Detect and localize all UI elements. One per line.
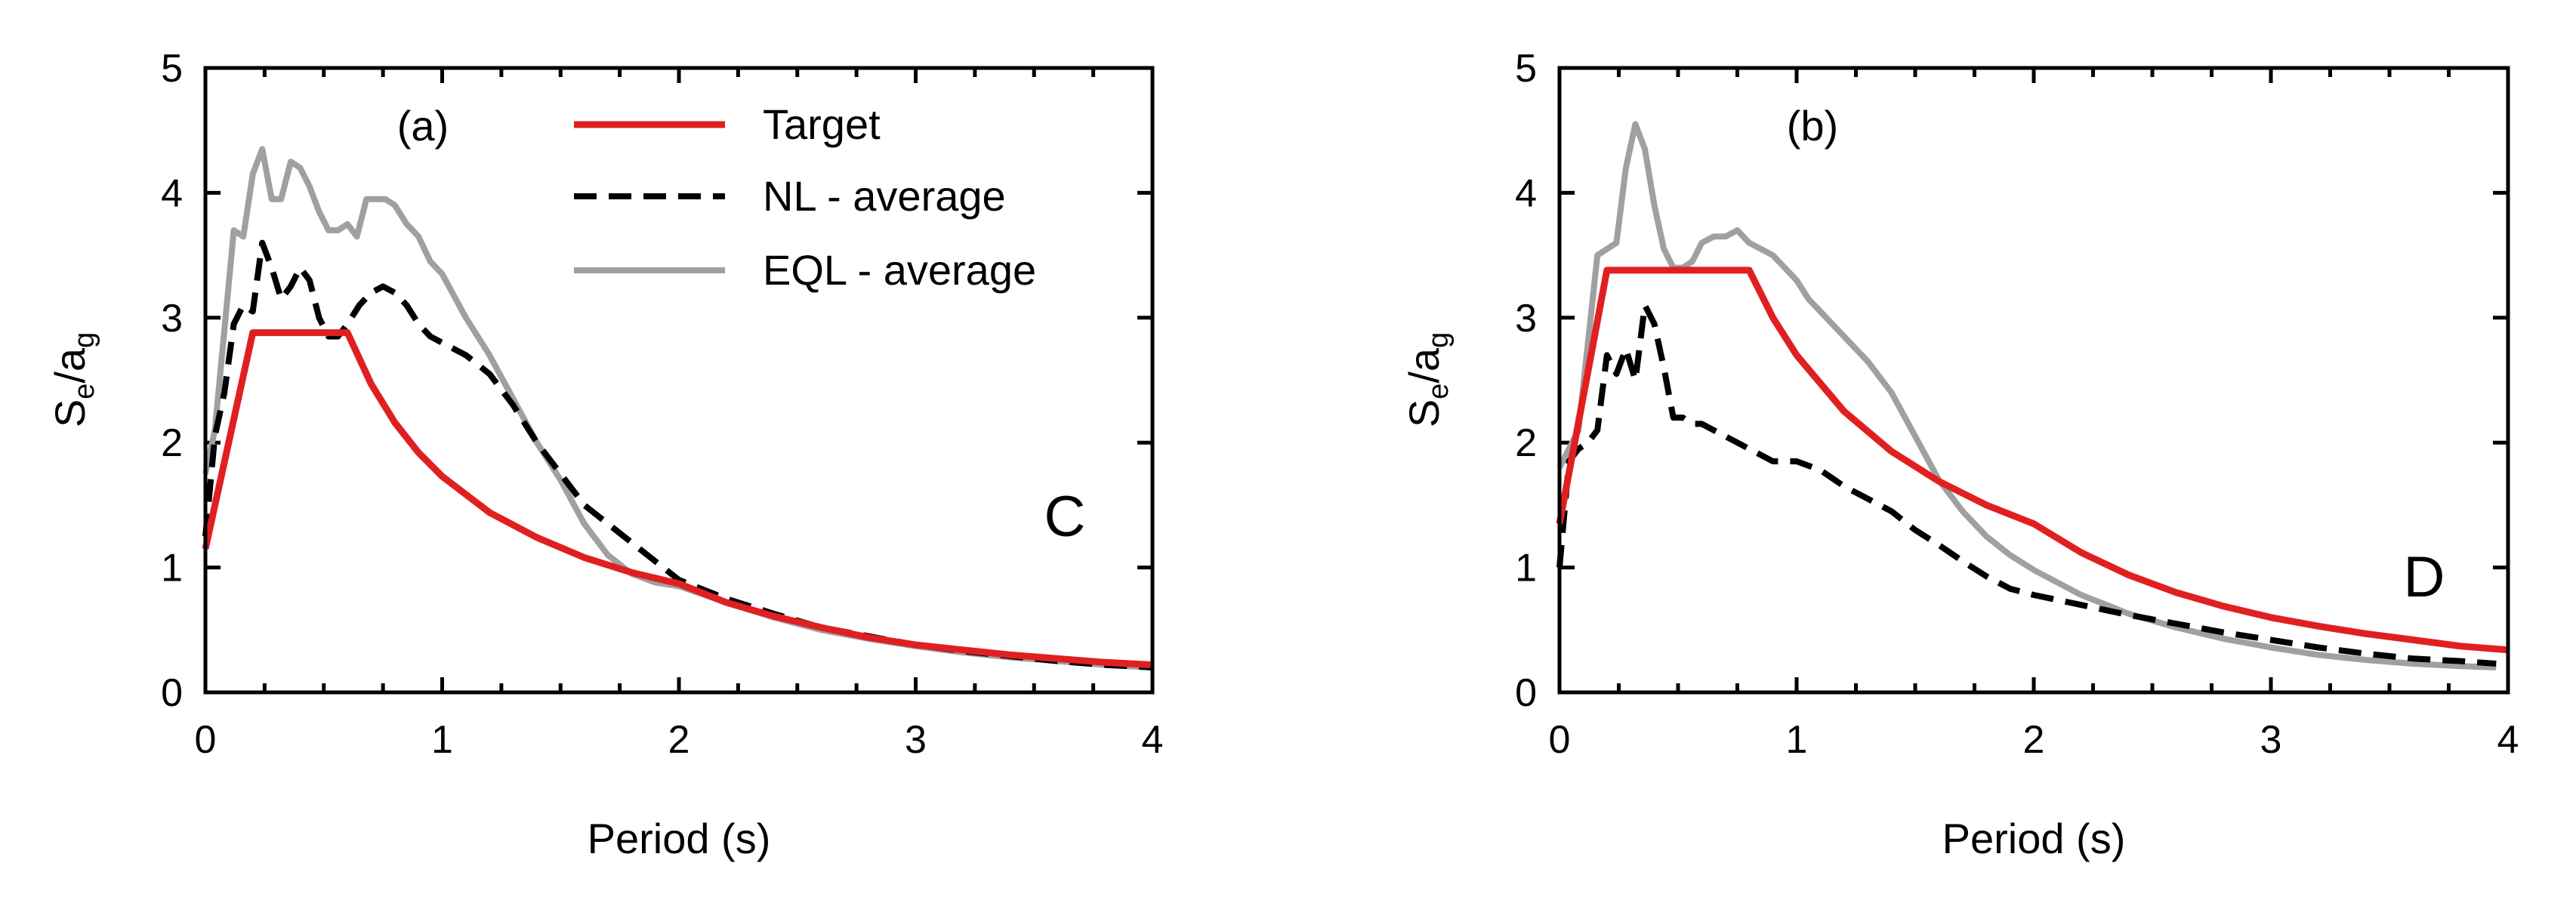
panel-b-y-tick-label: 2 <box>1515 421 1537 465</box>
panel-b-y-tick-label: 4 <box>1515 171 1537 215</box>
panel-b-y-tick-label: 0 <box>1515 671 1537 715</box>
panel-b-x-tick-label: 3 <box>2260 718 2282 762</box>
panel-b: 0 1 2 3 4 0 1 2 3 4 5 (b) D Period (s) Se/ag <box>1400 47 2519 862</box>
legend: Target NL - average EQL - average <box>574 100 1036 294</box>
panel-a-y-tick-label: 0 <box>161 671 183 715</box>
legend-entry-nl-average: NL - average <box>574 172 1006 220</box>
legend-nl-average-label: NL - average <box>763 172 1006 220</box>
panel-a-x-axis-title: Period (s) <box>588 815 771 862</box>
panel-b-x-tick-label: 1 <box>1786 718 1808 762</box>
panel-a-x-tick-label: 0 <box>195 718 217 762</box>
panel-a-y-tick-label: 4 <box>161 171 183 215</box>
panel-a-series <box>202 146 1153 670</box>
legend-target-label: Target <box>763 100 881 148</box>
panel-a-x-tick-label: 4 <box>1142 718 1164 762</box>
panel-b-y-tick-label: 1 <box>1515 547 1537 590</box>
panel-b-site-class: D <box>2404 545 2445 609</box>
panel-b-y-axis-title: Se/ag <box>1400 332 1455 427</box>
legend-eql-average-label: EQL - average <box>763 246 1036 294</box>
panel-b-y-tick-label: 3 <box>1515 297 1537 341</box>
legend-entry-target: Target <box>574 100 881 148</box>
panel-a-y-tick-label: 5 <box>161 47 183 91</box>
panel-b-series-nl-average <box>1556 302 2497 667</box>
panel-a-label: (a) <box>397 102 449 149</box>
panel-b-label: (b) <box>1787 102 1838 149</box>
panel-b-x-tick-label: 4 <box>2497 718 2519 762</box>
panel-a-x-tick-label: 1 <box>431 718 453 762</box>
panel-b-frame <box>1557 66 2510 695</box>
panel-a: 0 1 2 3 4 0 1 2 3 4 5 (a) C Period (s) Se/ag Targe… <box>46 47 1163 862</box>
panel-a-x-tick-label: 3 <box>905 718 927 762</box>
panel-a-site-class: C <box>1044 485 1086 549</box>
panel-a-x-tick-label: 2 <box>668 718 690 762</box>
panel-b-x-tick-label: 2 <box>2023 718 2045 762</box>
panel-a-frame <box>203 66 1155 695</box>
panel-a-series-target <box>202 329 1153 669</box>
panel-a-y-tick-label: 1 <box>161 547 183 590</box>
panel-b-plot-area <box>1559 68 2508 692</box>
panel-b-x-axis-title: Period (s) <box>1942 815 2126 862</box>
panel-b-y-tick-label: 5 <box>1515 47 1537 91</box>
panel-a-y-tick-label: 2 <box>161 421 183 465</box>
panel-a-plot-area <box>205 68 1152 692</box>
legend-entry-eql-average: EQL - average <box>574 246 1036 294</box>
panel-b-series-eql-average <box>1556 121 2497 670</box>
panel-a-y-axis-title: Se/ag <box>46 332 100 427</box>
panel-b-series <box>1556 121 2509 670</box>
panel-b-series-target <box>1556 267 2509 654</box>
panel-b-x-tick-label: 0 <box>1549 718 1571 762</box>
panel-a-y-tick-label: 3 <box>161 297 183 341</box>
